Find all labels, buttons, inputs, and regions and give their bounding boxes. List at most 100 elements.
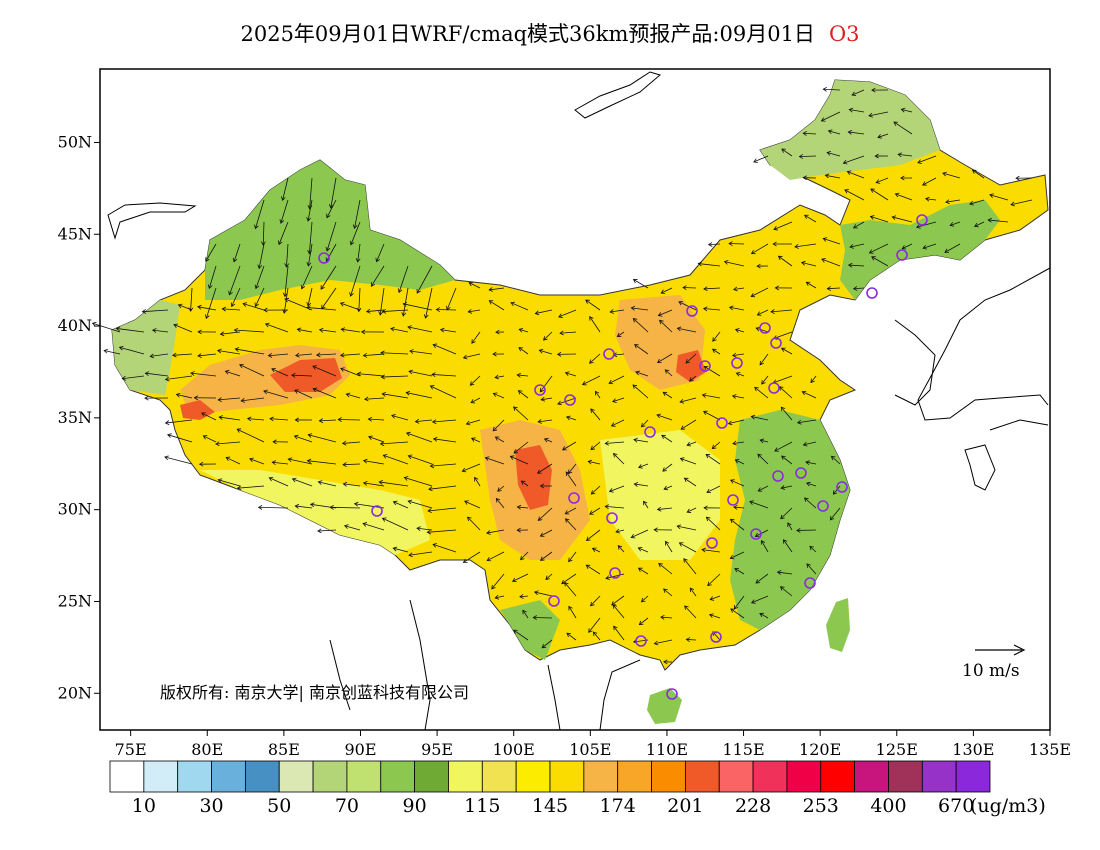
colorbar-swatch — [718, 760, 754, 793]
wind-arrow — [612, 604, 625, 619]
wind-arrow — [495, 497, 505, 509]
wind-arrow — [467, 308, 481, 314]
wind-arrow — [306, 305, 337, 311]
wind-arrow — [589, 507, 601, 515]
wind-arrow — [391, 414, 409, 421]
wind-arrow — [750, 287, 769, 298]
wind-arrow — [197, 353, 217, 358]
colorbar-label: 30 — [199, 795, 223, 817]
wind-arrow — [847, 129, 865, 135]
wind-arrow — [326, 199, 337, 219]
wind-arrow — [516, 372, 529, 378]
wind-arrow — [416, 526, 433, 532]
baikal-outline — [574, 71, 662, 119]
wind-arrow — [431, 419, 457, 425]
wind-arrow — [520, 480, 529, 487]
wind-arrow — [610, 419, 625, 427]
wind-arrow — [779, 586, 793, 597]
wind-arrow — [682, 285, 697, 291]
wind-arrow — [604, 504, 625, 510]
wind-arrow — [846, 170, 865, 179]
wind-arrow — [798, 154, 817, 159]
wind-arrow — [343, 524, 361, 531]
wind-arrow — [664, 369, 673, 377]
wind-arrow — [730, 608, 745, 619]
wind-arrow — [341, 440, 361, 446]
lon-tick-label: 75E — [115, 740, 147, 759]
title-text: 2025年09月01日WRF/cmaq模式36km预报产品:09月01日 — [240, 22, 815, 46]
wind-reference-label: 10 m/s — [962, 661, 1020, 681]
wind-arrow — [342, 481, 361, 487]
city-marker-icon — [727, 494, 739, 506]
wind-arrow — [497, 485, 505, 492]
wind-arrow — [1015, 175, 1033, 181]
wind-arrow — [197, 304, 217, 311]
wind-arrow — [822, 237, 841, 245]
wind-arrow — [806, 563, 817, 575]
wind-arrow — [402, 302, 433, 311]
wind-arrow — [590, 595, 601, 607]
wind-arrow — [257, 243, 265, 270]
wind-arrow — [759, 353, 769, 366]
wind-arrow — [565, 471, 577, 487]
wind-arrow — [405, 390, 433, 399]
wind-arrow — [318, 327, 337, 333]
wind-arrow — [894, 192, 913, 201]
wind-arrow — [822, 86, 841, 92]
wind-arrow — [201, 412, 217, 421]
wind-arrow — [368, 435, 385, 443]
wind-arrow — [760, 540, 769, 553]
wind-arrow — [397, 265, 409, 294]
wind-arrow — [562, 441, 577, 451]
wind-arrow — [796, 419, 817, 425]
wind-arrow — [306, 199, 313, 222]
japan-south-outline — [964, 419, 1049, 491]
southeast-green-region — [730, 410, 850, 630]
colorbar-swatch — [752, 760, 788, 793]
wind-arrow — [830, 455, 841, 465]
wind-arrow — [774, 285, 793, 291]
wind-arrow — [375, 243, 385, 263]
wind-arrow — [653, 527, 673, 533]
sichuan-red-hotspot — [515, 445, 552, 510]
wind-arrow — [340, 367, 361, 377]
wind-arrow — [609, 309, 625, 314]
wind-arrow — [849, 243, 865, 249]
wind-arrow — [689, 587, 697, 597]
wind-arrow — [468, 281, 481, 289]
wind-arrow — [750, 595, 769, 604]
taiwan-green — [826, 598, 850, 652]
wind-arrow — [207, 265, 217, 290]
city-marker-icon — [666, 688, 678, 700]
wind-arrow — [567, 463, 577, 475]
wind-arrow — [689, 375, 697, 382]
wind-arrow — [318, 418, 337, 424]
wind-arrow — [782, 539, 793, 553]
wind-arrow — [731, 352, 745, 358]
wind-arrow — [756, 263, 769, 269]
wind-arrow — [491, 573, 505, 590]
wind-arrow — [246, 416, 265, 422]
wind-arrow — [756, 309, 769, 316]
wind-arrow — [407, 499, 433, 509]
northwest-green-region — [205, 160, 455, 300]
wind-arrow — [1010, 199, 1033, 207]
wind-arrow — [118, 345, 145, 355]
wind-arrow — [638, 617, 649, 626]
wind-arrow — [484, 456, 505, 465]
wind-arrow — [317, 480, 337, 487]
lat-tick-label: 30N — [58, 500, 92, 519]
wind-arrow — [676, 326, 697, 333]
wind-arrow — [564, 371, 577, 377]
wind-arrow — [294, 389, 313, 399]
wind-arrow — [801, 390, 817, 399]
wind-arrow — [144, 395, 169, 401]
wind-reference-arrowhead — [1013, 644, 1026, 656]
wind-arrow — [355, 243, 361, 263]
wind-arrow — [585, 564, 601, 575]
wind-arrow — [852, 286, 865, 291]
wind-arrow — [634, 344, 649, 355]
city-marker-icon — [772, 470, 784, 482]
city-marker-icon — [795, 467, 807, 479]
wind-arrow — [732, 440, 745, 446]
